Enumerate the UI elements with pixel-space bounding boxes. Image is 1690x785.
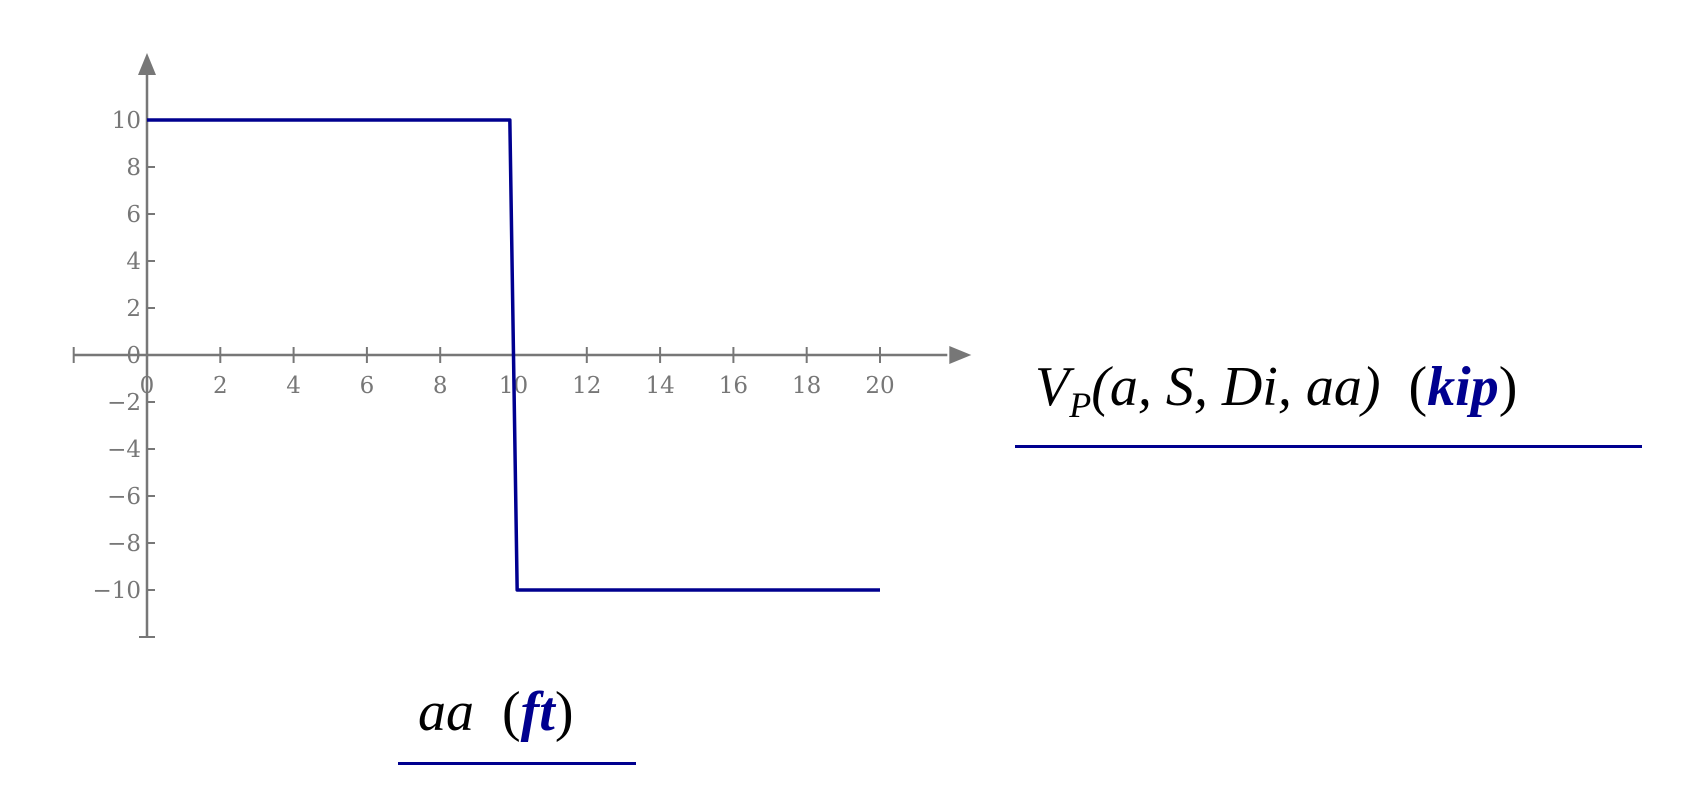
x-label-underline [398,762,636,765]
x-tick-label: 2 [213,373,228,399]
x-tick-label: 0 [140,373,155,399]
x-tick-label: 4 [286,373,301,399]
y-tick-label: 2 [126,296,141,322]
y-tick-label: −10 [92,578,141,604]
y-axis-label: VP(a, S, Di, aa) (kip) [1035,356,1518,425]
y-tick-label: 10 [112,108,141,134]
x-tick-label: 8 [433,373,448,399]
x-tick-label: 14 [645,373,674,399]
x-tick-label: 16 [719,373,748,399]
y-args: (a, S, Di, aa) [1091,356,1381,418]
x-tick-label: 18 [792,373,821,399]
series-line [147,118,880,592]
y-unit: kip [1427,356,1499,418]
x-tick-label: 12 [572,373,601,399]
y-tick-label: −4 [107,437,141,463]
y-tick-label: 0 [126,343,141,369]
y-label-underline [1015,445,1642,448]
y-tick-label: 8 [126,155,141,181]
y-tick-label: 6 [126,202,141,228]
y-function: V [1035,356,1070,418]
y-tick-label: 4 [126,249,141,275]
x-tick-label: 6 [360,373,375,399]
x-variable: aa [418,681,474,743]
x-tick-label: 20 [865,373,894,399]
x-unit: ft [520,681,555,743]
y-tick-label: −2 [107,390,141,416]
y-axis-arrow [138,53,156,75]
x-axis-arrow [949,346,972,364]
y-tick-label: −8 [107,531,141,557]
y-tick-label: −6 [107,484,141,510]
x-axis-label: aa (ft) [418,681,574,743]
y-subscript: P [1069,385,1092,425]
